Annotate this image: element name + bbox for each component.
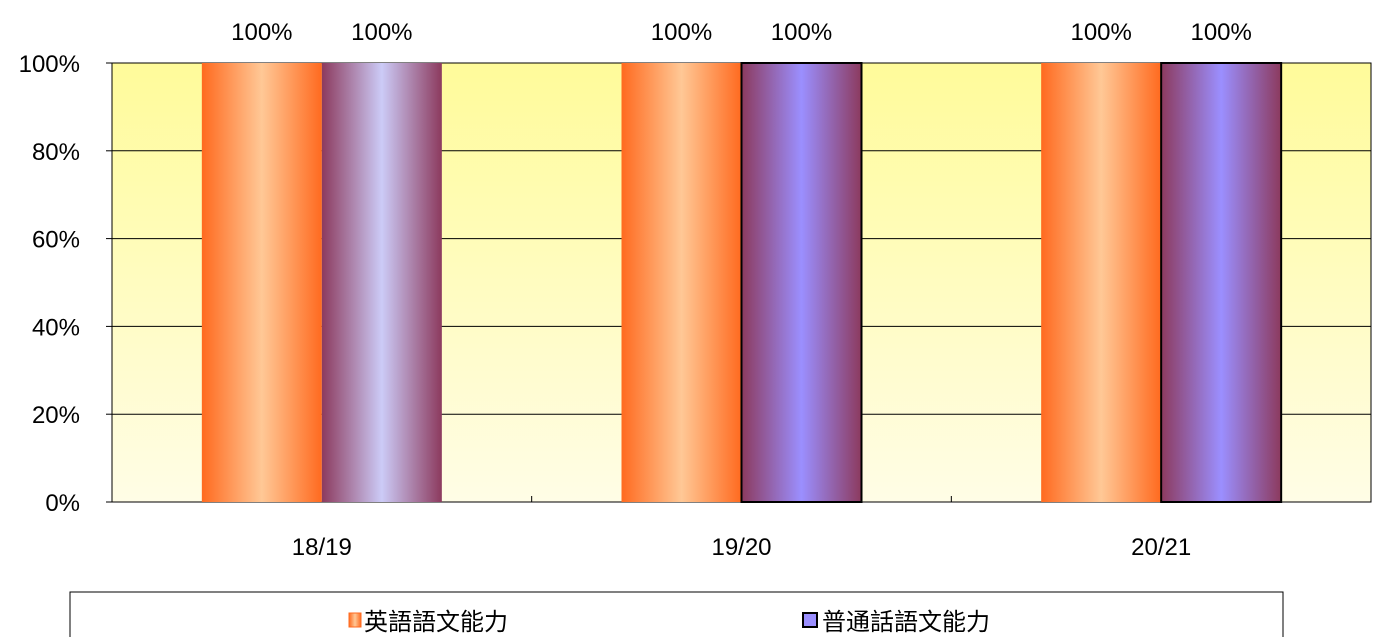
- legend-swatch-english: [348, 612, 362, 628]
- x-tick-label: 20/21: [1131, 534, 1191, 561]
- legend-box: [69, 591, 1284, 637]
- legend-label-putonghua: 普通話語文能力: [822, 608, 990, 636]
- data-label: 100%: [1190, 19, 1251, 46]
- data-label: 100%: [771, 19, 832, 46]
- y-axis: 0% 20% 40% 60% 80% 100%: [19, 51, 112, 517]
- data-label: 100%: [351, 19, 412, 46]
- bar-putonghua: [740, 62, 863, 503]
- bar-english: [621, 63, 742, 502]
- y-tick-label: 40%: [32, 314, 80, 341]
- y-tick-label: 80%: [32, 139, 80, 166]
- bar-putonghua: [321, 63, 442, 502]
- data-label: 100%: [651, 19, 712, 46]
- x-axis: 18/19 19/20 20/21: [292, 496, 1191, 561]
- y-tick-label: 100%: [19, 51, 80, 78]
- legend-swatch-putonghua: [802, 612, 818, 628]
- bars: [201, 62, 1283, 503]
- x-tick-label: 18/19: [292, 534, 352, 561]
- data-labels: 100% 100% 100% 100% 100% 100%: [231, 19, 1252, 46]
- bar-english: [1041, 63, 1162, 502]
- y-tick-label: 60%: [32, 227, 80, 254]
- y-tick-label: 0%: [45, 490, 80, 517]
- data-label: 100%: [231, 19, 292, 46]
- legend: 英語語文能力 普通話語文能力: [69, 591, 1284, 637]
- data-label: 100%: [1070, 19, 1131, 46]
- legend-label-english: 英語語文能力: [364, 608, 508, 636]
- x-tick-label: 19/20: [711, 534, 771, 561]
- y-tick-label: 20%: [32, 402, 80, 429]
- bar-putonghua: [1160, 62, 1283, 503]
- bar-english: [201, 63, 322, 502]
